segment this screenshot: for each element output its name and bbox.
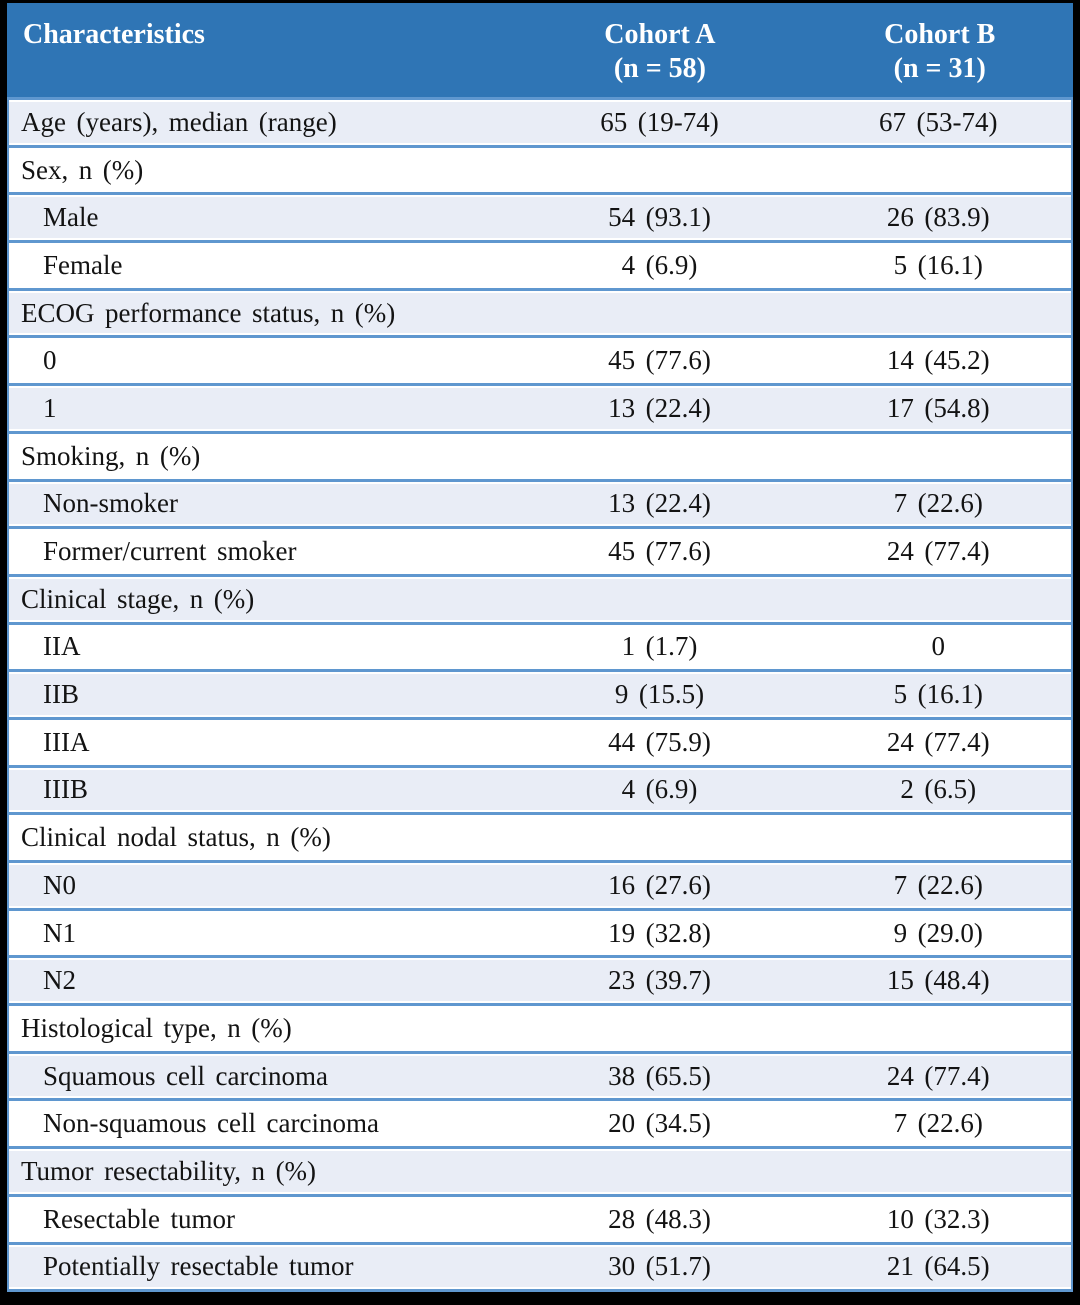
characteristic-cell: Female (43, 249, 123, 280)
characteristic-cell: IIA (43, 631, 81, 662)
cohort-b-value-cell: 21 (64.5) (886, 1251, 990, 1282)
table-body: Age (years), median (range) 65 (19-74) 6… (7, 97, 1073, 1292)
cohort-a-value-cell: 13 (22.4) (608, 392, 711, 423)
cohort-b-value-cell: 7 (22.6) (893, 1108, 983, 1139)
cohort-a-value-cell: 38 (65.5) (608, 1060, 711, 1091)
table-row: IIIB 4 (6.9) 2 (6.5) (9, 764, 1071, 813)
cohort-a-value-cell: 45 (77.6) (608, 536, 711, 567)
cohort-a-value-cell: 28 (48.3) (608, 1203, 711, 1234)
cohort-b-value-cell: 14 (45.2) (886, 345, 990, 376)
cohort-b-value-cell: 26 (83.9) (886, 202, 990, 233)
cohort-b-value-cell: 24 (77.4) (886, 726, 990, 757)
header-cohort-b-n: (n = 31) (893, 53, 986, 84)
table-row: Resectable tumor 28 (48.3) 10 (32.3) (9, 1193, 1071, 1242)
table-row: IIA 1 (1.7) 0 (9, 621, 1071, 670)
header-cohort-a: Cohort A (n = 58) (513, 3, 806, 97)
table-row: Squamous cell carcinoma 38 (65.5) 24 (77… (9, 1050, 1071, 1099)
cohort-a-value-cell: 4 (6.9) (621, 249, 698, 280)
table-row: N0 16 (27.6) 7 (22.6) (9, 860, 1071, 908)
table-row: IIB 9 (15.5) 5 (16.1) (9, 669, 1071, 717)
header-cohort-a-n: (n = 58) (613, 53, 706, 84)
characteristic-cell: Age (years), median (range) (21, 106, 337, 137)
table-row: Potentially resectable tumor 30 (51.7) 2… (9, 1241, 1071, 1290)
characteristic-cell: Potentially resectable tumor (43, 1251, 354, 1282)
characteristic-cell: Non-squamous cell carcinoma (43, 1108, 379, 1139)
characteristic-cell: Resectable tumor (43, 1203, 235, 1234)
characteristic-cell: N2 (43, 965, 76, 996)
table-row: ECOG performance status, n (%) (9, 287, 1071, 336)
characteristic-cell: Clinical nodal status, n (%) (21, 822, 331, 853)
characteristic-cell: ECOG performance status, n (%) (21, 297, 396, 328)
cohort-b-value-cell: 0 (931, 631, 945, 662)
cohort-b-value-cell: 9 (29.0) (893, 917, 983, 948)
header-cohort-a-name: Cohort A (604, 19, 716, 50)
characteristic-cell: 0 (43, 345, 57, 376)
cohort-b-value-cell: 24 (77.4) (886, 1060, 990, 1091)
header-cohort-b: Cohort B (n = 31) (806, 3, 1073, 97)
cohort-a-value-cell: 44 (75.9) (608, 726, 711, 757)
table-row: Clinical nodal status, n (%) (9, 812, 1071, 860)
characteristic-cell: N1 (43, 917, 76, 948)
cohort-b-value-cell: 67 (53-74) (878, 106, 998, 137)
cohort-b-value-cell: 10 (32.3) (886, 1203, 990, 1234)
cohort-a-value-cell: 13 (22.4) (608, 488, 711, 519)
table-row: Clinical stage, n (%) (9, 573, 1071, 622)
header-cohort-b-name: Cohort B (884, 19, 996, 50)
cohort-b-value-cell: 5 (16.1) (893, 249, 983, 280)
cohort-a-value-cell: 30 (51.7) (608, 1251, 711, 1282)
table-row: Former/current smoker 45 (77.6) 24 (77.4… (9, 526, 1071, 574)
characteristics-table: Characteristics Cohort A (n = 58) Cohort… (7, 3, 1073, 1292)
characteristic-cell: 1 (43, 392, 57, 423)
cohort-a-value-cell: 23 (39.7) (608, 965, 711, 996)
cohort-b-value-cell: 5 (16.1) (893, 679, 983, 710)
cohort-b-value-cell: 2 (6.5) (900, 774, 977, 805)
cohort-b-value-cell: 24 (77.4) (886, 536, 990, 567)
characteristic-cell: N0 (43, 869, 76, 900)
cohort-a-value-cell: 54 (93.1) (608, 202, 711, 233)
cohort-a-value-cell: 65 (19-74) (600, 106, 719, 137)
cohort-a-value-cell: 19 (32.8) (608, 917, 711, 948)
characteristic-cell: IIIA (43, 726, 90, 757)
cohort-a-value-cell: 1 (1.7) (621, 631, 698, 662)
cohort-b-value-cell: 7 (22.6) (893, 488, 983, 519)
table-row: N2 23 (39.7) 15 (48.4) (9, 955, 1071, 1004)
characteristic-cell: Tumor resectability, n (%) (21, 1155, 317, 1186)
table-row: 0 45 (77.6) 14 (45.2) (9, 335, 1071, 384)
table-header-row: Characteristics Cohort A (n = 58) Cohort… (7, 3, 1073, 97)
table-row: Non-smoker 13 (22.4) 7 (22.6) (9, 478, 1071, 527)
cohort-a-value-cell: 4 (6.9) (621, 774, 698, 805)
cohort-a-value-cell: 9 (15.5) (614, 679, 705, 710)
characteristic-cell: Non-smoker (43, 488, 178, 519)
table-row: Smoking, n (%) (9, 430, 1071, 479)
table-row: 1 13 (22.4) 17 (54.8) (9, 383, 1071, 431)
characteristic-cell: Histological type, n (%) (21, 1012, 292, 1043)
characteristic-cell: Squamous cell carcinoma (43, 1060, 328, 1091)
table-row: N1 19 (32.8) 9 (29.0) (9, 907, 1071, 956)
table-row: Male 54 (93.1) 26 (83.9) (9, 192, 1071, 241)
table-row: Age (years), median (range) 65 (19-74) 6… (9, 97, 1071, 145)
table-row: Non-squamous cell carcinoma 20 (34.5) 7 … (9, 1098, 1071, 1147)
table-row: Histological type, n (%) (9, 1003, 1071, 1051)
characteristic-cell: IIIB (43, 774, 88, 805)
characteristic-cell: Clinical stage, n (%) (21, 583, 255, 614)
characteristic-cell: Former/current smoker (43, 536, 297, 567)
table-row: Female 4 (6.9) 5 (16.1) (9, 240, 1071, 288)
cohort-a-value-cell: 20 (34.5) (608, 1108, 711, 1139)
characteristic-cell: Smoking, n (%) (21, 440, 201, 471)
cohort-b-value-cell: 7 (22.6) (893, 869, 983, 900)
cohort-b-value-cell: 15 (48.4) (886, 965, 990, 996)
header-characteristics: Characteristics (23, 19, 205, 50)
table-row: Sex, n (%) (9, 144, 1071, 193)
table-row: IIIA 44 (75.9) 24 (77.4) (9, 716, 1071, 765)
table-row: Tumor resectability, n (%) (9, 1146, 1071, 1194)
characteristic-cell: Male (43, 202, 99, 233)
characteristic-cell: Sex, n (%) (21, 154, 144, 185)
cohort-a-value-cell: 16 (27.6) (608, 869, 711, 900)
cohort-b-value-cell: 17 (54.8) (886, 392, 990, 423)
cohort-a-value-cell: 45 (77.6) (608, 345, 711, 376)
characteristic-cell: IIB (43, 679, 79, 710)
